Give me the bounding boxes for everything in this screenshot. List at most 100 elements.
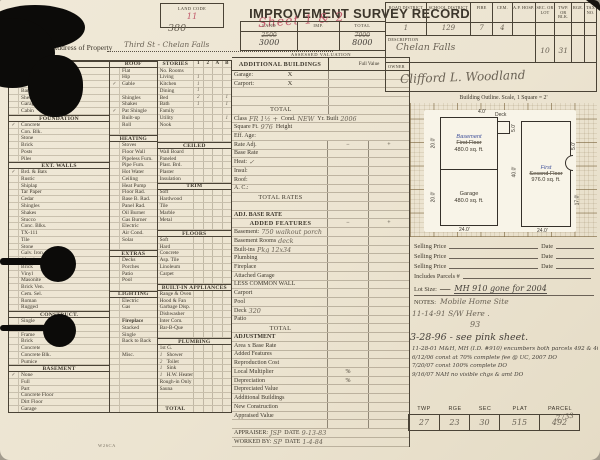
value-cell	[202, 115, 213, 121]
checklist-row: Base B. Rad.	[110, 196, 157, 204]
value-cell	[193, 189, 203, 196]
minus-cell	[327, 228, 368, 236]
checklist-item-label: Paneled	[159, 155, 177, 162]
value-cell	[212, 135, 222, 142]
plus-cell	[368, 385, 409, 394]
plat-header-row: TWP RGE SEC PLAT PARCEL	[408, 404, 580, 414]
value-cell	[212, 311, 222, 318]
deck-width-dim: 4.0'	[478, 109, 486, 115]
row-label: 1st G.	[158, 345, 193, 351]
printed-label: Basement Rooms	[234, 237, 277, 244]
col-ap-hosp: A.P. HOSP.	[511, 3, 535, 22]
checklist-row: 1st G.	[157, 345, 231, 352]
checklist-row: Electric	[110, 298, 157, 305]
value-cell	[221, 372, 232, 378]
checklist-item-label: Porches	[122, 263, 140, 270]
description-row: DESCRIPTION Chelan Falls 10 31	[386, 36, 596, 63]
printed-label: Reproduction Cost	[234, 360, 280, 367]
notes-label: NOTES:	[414, 299, 437, 306]
row-label: Patio	[232, 316, 327, 324]
checklist-item-label: Marble	[159, 209, 175, 216]
note-line: 9/16/07 NAH no visible chgs & amt DO	[412, 371, 598, 380]
checklist-item-label: Dishwasher	[159, 311, 185, 318]
basement-area: 480.0 sq. ft.	[454, 146, 484, 153]
printed-label: APPRAISER:	[234, 429, 269, 436]
checklist-column-roof-heating: ROOF Flat Hip ✓ Gable Shingles Shakes ✓ Pat Shin…	[110, 61, 158, 412]
merged-value-cell	[328, 97, 409, 105]
row-label: No. Rooms	[158, 68, 193, 74]
value-cell	[212, 291, 222, 297]
checklist-row: Oil Burner	[110, 210, 157, 217]
printed-label: Patio	[234, 316, 247, 323]
checklist-item-label: Frame	[21, 331, 35, 338]
note-text: 93	[470, 320, 481, 329]
checklist-item-label: Pool	[122, 277, 132, 284]
checklist-item-label: Garage	[21, 101, 37, 108]
valuation-col-imp: IMP.	[298, 22, 340, 31]
minus-cell	[327, 359, 368, 367]
row-label: Living	[158, 74, 193, 80]
check-cell	[110, 142, 121, 148]
checklist-item-label: Stone	[21, 243, 34, 250]
row-label: Tile	[158, 203, 193, 209]
checklist-row: Electric	[110, 223, 157, 231]
check-cell	[9, 176, 19, 182]
value-cell	[221, 209, 232, 216]
checklist-row: Shakes	[9, 210, 110, 217]
handwritten-value: JSP	[270, 429, 282, 437]
printed-label: Basement:	[234, 229, 260, 236]
printed-label: Appraised Value	[234, 412, 274, 419]
value-cell: 2	[193, 94, 203, 101]
date-label: Date	[541, 243, 553, 250]
checklist-item-label: Con. Blk.	[21, 128, 42, 135]
checklist-item-label: Solar	[122, 236, 134, 243]
checklist-item-label: Concrete	[159, 250, 179, 257]
value-cell	[212, 277, 222, 284]
row-label: Eff. Age:	[232, 132, 409, 140]
value-cell: 1	[221, 94, 232, 101]
check-cell	[110, 297, 121, 304]
row-label	[232, 420, 327, 428]
value-cell	[212, 115, 222, 121]
checklist-row: Back to Back	[110, 338, 157, 346]
checklist-row	[110, 358, 157, 366]
plus-cell	[368, 167, 409, 175]
checklist-item-label: Hardwood	[159, 196, 182, 203]
checklist-row: Brick Ven.	[9, 284, 110, 292]
value-cell	[193, 378, 203, 385]
value-cell	[221, 250, 232, 257]
row-label: Hood & Fan	[158, 298, 193, 304]
value-cell	[212, 189, 222, 196]
value-cell	[212, 216, 222, 223]
rge-value2: 23	[440, 414, 470, 431]
deck-height-dim: 5.0'	[510, 124, 517, 132]
worksheet-row: Class FR 1½ + Cond. NEW Yr. Built 2006	[232, 115, 409, 124]
row-label: Depreciated Value	[232, 385, 327, 393]
minus-cell: %	[327, 367, 368, 376]
checklist-row: Soft	[157, 237, 231, 244]
checklist-row: Gas	[110, 304, 157, 312]
check-cell	[9, 128, 19, 135]
checklist-item-label: Cabin	[21, 108, 34, 115]
checklist-item-label: Stacked	[122, 324, 140, 331]
checklist-item-label: Gas Burner	[122, 216, 147, 223]
checklist-row: Plast. Brd.	[157, 162, 231, 170]
printed-label: Additional Buildings	[234, 395, 285, 402]
checklist-row: Rough-in Only	[157, 378, 231, 386]
worksheet-row: WORKED BY: SP DATE 1-4-84	[232, 438, 409, 447]
minus-cell	[327, 289, 368, 298]
plus-cell	[368, 202, 409, 210]
value-cell	[202, 365, 213, 372]
checklist-row: Dining 1	[157, 88, 231, 95]
row-label: Concrete	[158, 250, 193, 256]
value-cell	[221, 270, 232, 277]
value-cell: 2	[202, 61, 213, 67]
plus-cell	[368, 376, 409, 385]
checklist-item-label: Carpet	[159, 270, 174, 277]
note-line: 11-28-01 M&H, MH (I.D. #910) encumbers b…	[412, 345, 598, 354]
full-value-label: Full Value	[328, 58, 409, 70]
worksheet-row: Plumbing	[232, 254, 409, 264]
address-underline	[107, 37, 333, 52]
row-label: Rough-in Only	[158, 379, 193, 385]
col-rge: RGE.	[571, 3, 584, 22]
